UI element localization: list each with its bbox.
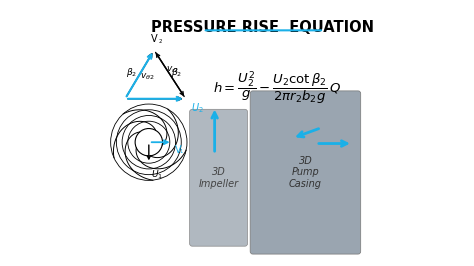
Text: $U_1$: $U_1$ <box>151 169 163 181</box>
Text: $U_2$: $U_2$ <box>191 101 204 115</box>
FancyBboxPatch shape <box>190 109 247 246</box>
Text: $v_{r2}$: $v_{r2}$ <box>166 65 179 75</box>
Text: $\beta_2$: $\beta_2$ <box>172 66 182 79</box>
Text: 3D
Impeller: 3D Impeller <box>199 167 238 189</box>
Text: PRESSURE RISE  EQUATION: PRESSURE RISE EQUATION <box>151 20 374 35</box>
Text: V: V <box>151 34 157 44</box>
Text: 3D
Pump
Casing: 3D Pump Casing <box>289 156 322 189</box>
Text: $v_{\theta2}$: $v_{\theta2}$ <box>140 71 155 82</box>
Text: $_1$: $_1$ <box>179 147 184 156</box>
Text: $\beta_2$: $\beta_2$ <box>126 66 137 79</box>
Text: V: V <box>175 145 182 155</box>
FancyBboxPatch shape <box>250 91 361 254</box>
Text: $h = \dfrac{U_2^2}{g} - \dfrac{U_2\cot\beta_2}{2\pi r_2 b_2 g}\,Q$: $h = \dfrac{U_2^2}{g} - \dfrac{U_2\cot\b… <box>213 70 342 107</box>
Text: $_2$: $_2$ <box>158 37 163 46</box>
